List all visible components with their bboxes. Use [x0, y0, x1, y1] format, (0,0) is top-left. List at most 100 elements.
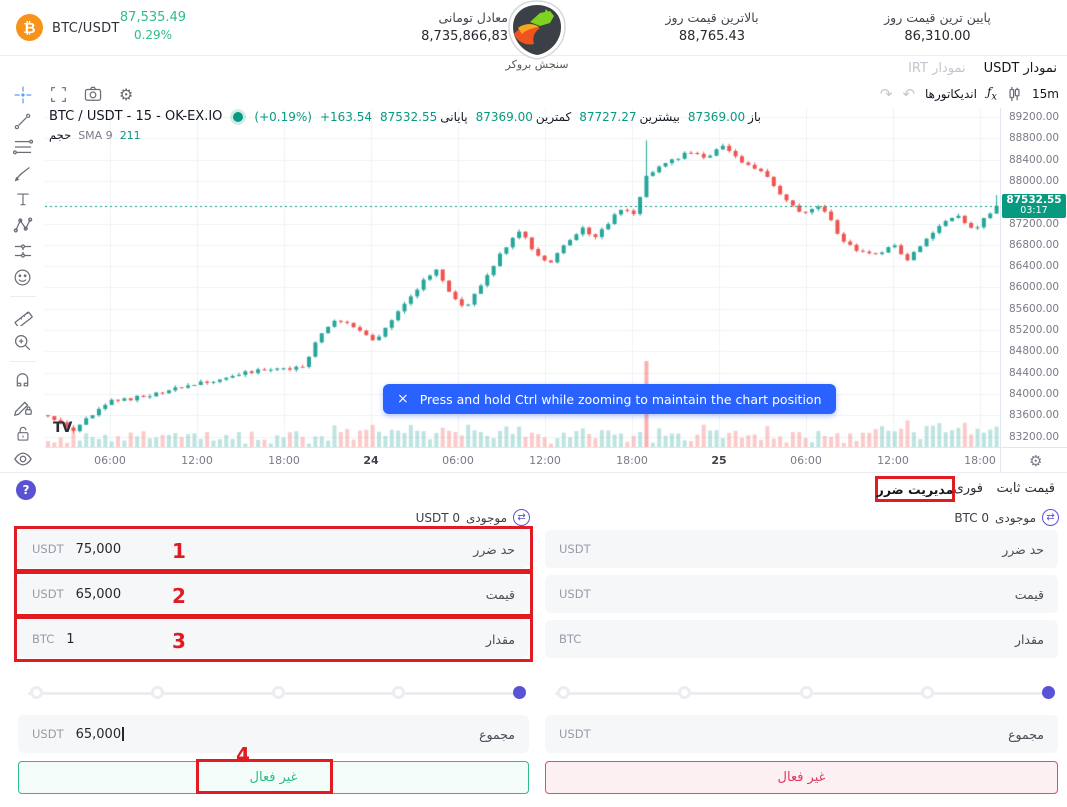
order-form-buy: ⇄ موجودی USDT 0 حد ضرر 75,000 USDT قیمت …: [14, 506, 533, 800]
price-input[interactable]: قیمت 65,000 USDT: [18, 575, 529, 613]
amount-slider[interactable]: [549, 686, 1055, 700]
slider-dot-75[interactable]: [392, 686, 406, 699]
brush-icon[interactable]: [0, 160, 45, 186]
pair-name: BTC/USDT: [52, 21, 120, 36]
redo-icon[interactable]: ↷: [879, 85, 893, 103]
tab-irt-chart[interactable]: نمودار IRT: [908, 60, 966, 76]
position-tool-icon[interactable]: [0, 238, 45, 264]
price-axis-label: 86800.00: [1009, 238, 1060, 251]
chart-section: نمودار USDT نمودار IRT ⚙ ↷ ↶ اندیکاتورها…: [0, 57, 1067, 473]
time-axis-label: 18:00: [616, 454, 648, 467]
interval-selector[interactable]: 15m: [1032, 87, 1059, 101]
slider-handle[interactable]: [512, 686, 526, 699]
undo-icon[interactable]: ↶: [902, 85, 916, 103]
camera-icon[interactable]: [84, 86, 102, 102]
axis-settings-gear-icon[interactable]: ⚙: [1029, 451, 1043, 470]
trade-section: ? قیمت ثابت فوری مدیریت ضرر ⇄ موجودی USD…: [0, 473, 1067, 807]
volume-label: حجم: [49, 128, 72, 142]
slider-dot-0[interactable]: [30, 686, 44, 699]
slider-dot-75[interactable]: [920, 686, 934, 699]
chart-pane[interactable]: BTC / USDT - 15 - OK-EX.IO باز 87369.00 ب…: [45, 108, 1000, 447]
swap-icon[interactable]: ⇄: [513, 509, 530, 526]
tab-stop-loss[interactable]: مدیریت ضرر: [876, 481, 954, 497]
price-axis-label: 86000.00: [1009, 281, 1060, 294]
help-icon[interactable]: ?: [16, 480, 36, 500]
symbol-title[interactable]: BTC / USDT - 15 - OK-EX.IO: [49, 109, 223, 124]
toolbar-divider: [9, 296, 36, 297]
slider-handle[interactable]: [1041, 686, 1055, 699]
slider-dot-0[interactable]: [557, 686, 571, 699]
zoom-in-icon[interactable]: [0, 329, 45, 355]
trend-line-icon[interactable]: [0, 108, 45, 134]
time-axis-label: 12:00: [181, 454, 213, 467]
broker-logo-icon: [508, 0, 566, 60]
toman-equivalent-block: معادل تومانی 8,735,866,83: [388, 10, 508, 44]
balance-row: ⇄ موجودی BTC 0: [954, 509, 1059, 526]
crosshair-icon[interactable]: [0, 82, 45, 108]
candle-style-icon[interactable]: [1007, 86, 1022, 102]
price-axis-label: 89200.00: [1009, 111, 1060, 123]
slider-dot-50[interactable]: [799, 686, 813, 699]
swap-icon[interactable]: ⇄: [1042, 509, 1059, 526]
price-axis-label: 85200.00: [1009, 324, 1060, 336]
change-pct: (+0.19%): [254, 109, 312, 124]
chart-settings-gear-icon[interactable]: ⚙: [119, 84, 134, 104]
last-price-badge: 87532.55 03:17: [1002, 193, 1066, 218]
tab-instant[interactable]: فوری: [953, 481, 983, 496]
balance-label: موجودی: [995, 510, 1036, 525]
chart-legend: BTC / USDT - 15 - OK-EX.IO باز 87369.00 ب…: [49, 109, 761, 124]
price-change-pct: 0.29%: [133, 28, 173, 42]
price-axis-label: 85600.00: [1009, 302, 1060, 315]
balance-value: USDT 0: [415, 510, 461, 525]
tradingview-watermark[interactable]: TV: [53, 420, 72, 436]
emoji-icon[interactable]: [0, 264, 45, 290]
time-axis-label: 25: [711, 454, 727, 467]
fullscreen-icon[interactable]: [50, 86, 67, 103]
time-axis-label: 12:00: [529, 454, 561, 467]
fx-icon[interactable]: ƒx: [986, 85, 998, 103]
amount-input[interactable]: مقدار 1 BTC: [18, 620, 529, 658]
amount-slider[interactable]: [22, 686, 526, 700]
price-axis-label: 83600.00: [1009, 409, 1060, 422]
ruler-icon[interactable]: [0, 303, 45, 329]
balance-label: موجودی: [466, 510, 507, 525]
total-input[interactable]: مجموع USDT: [545, 715, 1058, 753]
time-axis[interactable]: 06:00 12:00 18:00 24 06:00 12:00 18:00 25 06:00 1…: [45, 447, 1000, 473]
time-axis-label: 18:00: [964, 454, 996, 467]
fib-lines-icon[interactable]: [0, 134, 45, 160]
tab-fixed-price[interactable]: قیمت ثابت: [996, 481, 1055, 496]
text-tool-icon[interactable]: [0, 186, 45, 212]
day-low-block: پایین ترین قیمت روز 86,310.00: [875, 10, 1000, 44]
stop-loss-input[interactable]: حد ضرر 75,000 USDT: [18, 530, 529, 568]
sma-label: SMA 9: [78, 128, 113, 142]
toman-label: معادل تومانی: [438, 10, 509, 25]
time-axis-label: 18:00: [268, 454, 300, 467]
magnet-icon[interactable]: [0, 368, 45, 394]
time-axis-label: 12:00: [877, 454, 909, 467]
submit-button-disabled[interactable]: غیر فعال: [545, 761, 1058, 794]
lock-icon[interactable]: [0, 420, 45, 446]
amount-input[interactable]: مقدار BTC: [545, 620, 1058, 658]
eye-icon[interactable]: [0, 446, 45, 472]
toolbar-divider: [9, 361, 36, 362]
day-high-value: 88,765.43: [678, 29, 746, 44]
draw-lock-icon[interactable]: [0, 394, 45, 420]
tab-usdt-chart[interactable]: نمودار USDT: [983, 60, 1057, 76]
slider-dot-25[interactable]: [678, 686, 692, 699]
slider-dot-50[interactable]: [271, 686, 285, 699]
total-input[interactable]: مجموع 65,000 USDT: [18, 715, 529, 753]
stop-loss-input[interactable]: حد ضرر USDT: [545, 530, 1058, 568]
time-axis-label: 06:00: [790, 454, 822, 467]
slider-dot-25[interactable]: [150, 686, 164, 699]
price-axis-label: 87200.00: [1009, 217, 1060, 230]
last-price-block: 87,535.49 0.29%: [118, 10, 188, 42]
zoom-hint-toast: × Press and hold Ctrl while zooming to m…: [383, 384, 836, 414]
submit-button-disabled[interactable]: غیر فعال: [18, 761, 529, 794]
price-input[interactable]: قیمت USDT: [545, 575, 1058, 613]
indicators-button[interactable]: اندیکاتورها: [925, 87, 977, 101]
close-icon[interactable]: ×: [397, 391, 409, 407]
price-axis[interactable]: 87532.55 03:17 89200.00 88800.00 88400.00 8…: [1000, 108, 1067, 447]
annotation-box-stoploss-tab: مدیریت ضرر: [875, 476, 955, 502]
xabcd-pattern-icon[interactable]: [0, 212, 45, 238]
